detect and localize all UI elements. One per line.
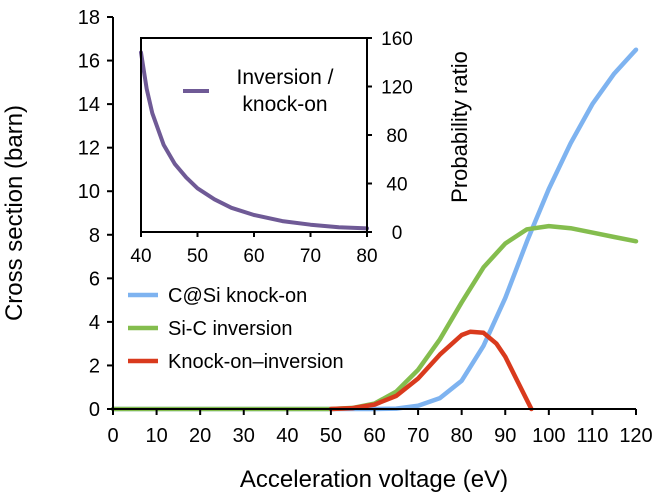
- inset-y-tick-label: 160: [381, 29, 413, 50]
- x-tick-label: 40: [276, 425, 298, 447]
- y-tick-label: 10: [78, 181, 100, 203]
- inset-series-line-0: [139, 50, 369, 231]
- legend-label-2: Knock-on–inversion: [168, 351, 344, 373]
- y-tick-label: 12: [78, 138, 100, 160]
- x-tick-label: 10: [145, 425, 167, 447]
- inset-x-tick-label: 40: [130, 246, 151, 267]
- y-tick-label: 8: [89, 225, 100, 247]
- x-tick-label: 120: [619, 425, 652, 447]
- main-y-ticks: 0 2 4 6 8 10 12 14 16 18: [78, 7, 113, 421]
- main-plot: 0 10 20 30 40 50 60 70 80 90 100 110 120 0 2 4 6 8 10 12 14…: [1, 7, 653, 493]
- x-tick-label: 110: [576, 425, 608, 447]
- x-tick-label: 90: [494, 425, 516, 447]
- legend-label-0: C@Si knock-on: [168, 285, 307, 307]
- inset-y-tick-label: 80: [386, 126, 407, 147]
- y-tick-label: 16: [78, 51, 100, 73]
- inset-y-axis-label: Probability ratio: [447, 51, 472, 203]
- x-tick-label: 100: [532, 425, 565, 447]
- inset-y-tick-label: 0: [392, 223, 403, 244]
- inset-series-group: [139, 50, 369, 231]
- inset-x-tick-label: 60: [243, 246, 264, 267]
- main-x-axis-label: Acceleration voltage (eV): [240, 466, 508, 493]
- inset-x-tick-label: 50: [187, 246, 208, 267]
- x-tick-label: 50: [320, 425, 342, 447]
- inset-legend-label-line: Inversion /: [237, 66, 334, 89]
- inset-background: [141, 38, 367, 232]
- x-tick-label: 60: [363, 425, 385, 447]
- legend-label-1: Si-C inversion: [168, 318, 292, 340]
- main-legend: C@Si knock-on Si-C inversion Knock-on–inve…: [128, 285, 344, 373]
- inset-y-tick-label: 40: [386, 175, 407, 196]
- y-tick-label: 4: [89, 312, 100, 334]
- inset-x-ticks: 40 50 60 70 80: [130, 232, 378, 267]
- y-tick-label: 14: [78, 94, 100, 116]
- y-tick-label: 0: [89, 399, 100, 421]
- inset-x-tick-label: 80: [356, 246, 377, 267]
- y-tick-label: 6: [89, 268, 100, 290]
- inset-y-ticks: 0 40 80 120 160: [367, 29, 413, 244]
- inset-plot: 40 50 60 70 80 0 40 80 120 160 Probability ratio…: [130, 29, 472, 267]
- inset-x-tick-label: 70: [300, 246, 321, 267]
- x-tick-label: 20: [189, 425, 211, 447]
- inset-legend: Inversion / knock-on: [183, 66, 334, 116]
- x-tick-label: 80: [451, 425, 473, 447]
- x-tick-label: 70: [407, 425, 429, 447]
- inset-legend-label-line: knock-on: [242, 93, 327, 116]
- x-tick-label: 0: [107, 425, 118, 447]
- y-tick-label: 2: [89, 355, 100, 377]
- x-tick-label: 30: [233, 425, 255, 447]
- y-tick-label: 18: [78, 7, 100, 29]
- series-line-2: [328, 329, 534, 412]
- main-y-axis-label: Cross section (barn): [1, 105, 28, 321]
- main-x-ticks: 0 10 20 30 40 50 60 70 80 90 100 110 120: [107, 409, 653, 447]
- inset-y-tick-label: 120: [381, 78, 413, 99]
